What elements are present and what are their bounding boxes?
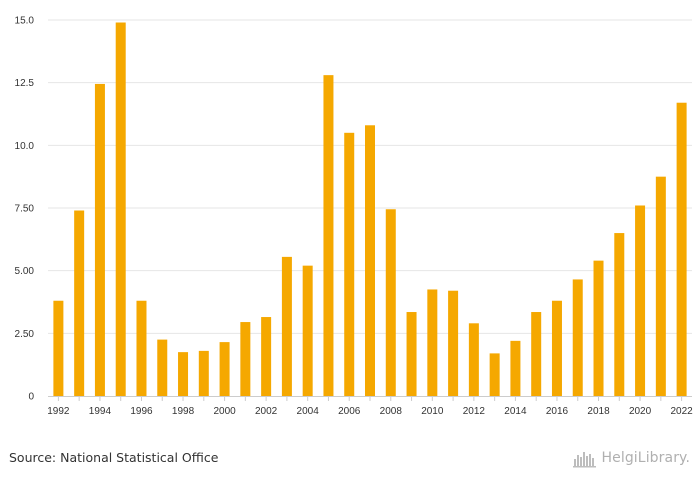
bar-2000 [219, 342, 230, 396]
bar-2003 [281, 256, 292, 396]
bar-2017 [572, 279, 583, 396]
x-tick-label: 2000 [213, 406, 236, 417]
bar-1992 [53, 300, 64, 396]
x-tick-label: 2004 [297, 406, 320, 417]
bar-1997 [157, 339, 168, 396]
brand-name: HelgiLibrary. [601, 450, 690, 466]
y-tick-label: 10.0 [15, 141, 35, 152]
x-tick-label: 2012 [463, 406, 486, 417]
x-tick-label: 1992 [47, 406, 70, 417]
x-tick-label: 2006 [338, 406, 361, 417]
bar-2015 [531, 312, 542, 396]
bar-2018 [593, 260, 604, 396]
y-tick-label: 2.50 [15, 329, 35, 340]
bar-2008 [385, 209, 396, 396]
x-axis-labels: 1992 1994 1996 1998 2000 2002 2004 2006 2008 2010… [47, 406, 693, 417]
x-axis-ticks [57, 396, 683, 401]
y-tick-label: 7.50 [15, 204, 35, 215]
x-tick-label: 1994 [89, 406, 112, 417]
bar-1994 [94, 83, 105, 397]
bar-2012 [468, 323, 479, 396]
x-tick-label: 2022 [670, 406, 693, 417]
bar-2005 [323, 75, 334, 396]
y-tick-label: 12.5 [15, 78, 35, 89]
bar-2009 [406, 312, 417, 396]
bar-2002 [261, 317, 272, 396]
y-tick-label: 0 [28, 392, 34, 403]
y-tick-label: 5.00 [15, 266, 35, 277]
x-tick-label: 1998 [172, 406, 195, 417]
bar-2020 [635, 205, 646, 396]
bar-2021 [655, 176, 666, 396]
x-tick-label: 2018 [587, 406, 610, 417]
brand-logo-link[interactable]: HelgiLibrary. [573, 448, 690, 468]
bar-1993 [74, 210, 85, 396]
bar-2022 [676, 102, 687, 396]
bar-2010 [427, 289, 438, 396]
bar-2006 [344, 132, 355, 397]
x-tick-label: 2002 [255, 406, 278, 417]
x-tick-label: 2020 [629, 406, 652, 417]
bar-1999 [198, 350, 209, 396]
y-tick-label: 15.0 [15, 16, 35, 27]
x-tick-label: 1996 [130, 406, 153, 417]
source-note: Source: National Statistical Office [9, 450, 219, 465]
y-axis-labels: 0 2.50 5.00 7.50 10.0 12.5 15.0 [15, 16, 35, 403]
bar-2016 [551, 300, 562, 396]
bar-1995 [115, 22, 126, 397]
bar-1996 [136, 300, 147, 396]
x-tick-label: 2016 [546, 406, 569, 417]
bar-2011 [448, 290, 459, 396]
x-tick-label: 2014 [504, 406, 527, 417]
x-tick-label: 2008 [380, 406, 403, 417]
bar-1998 [178, 352, 189, 396]
bar-2013 [489, 353, 500, 396]
bar-2014 [510, 340, 521, 396]
bar-2007 [365, 125, 375, 396]
city-skyline-icon [573, 452, 597, 468]
bar-2001 [240, 322, 251, 396]
bar-2004 [302, 265, 313, 396]
x-tick-label: 2010 [421, 406, 444, 417]
bar-2019 [614, 233, 625, 396]
bars [53, 22, 687, 397]
